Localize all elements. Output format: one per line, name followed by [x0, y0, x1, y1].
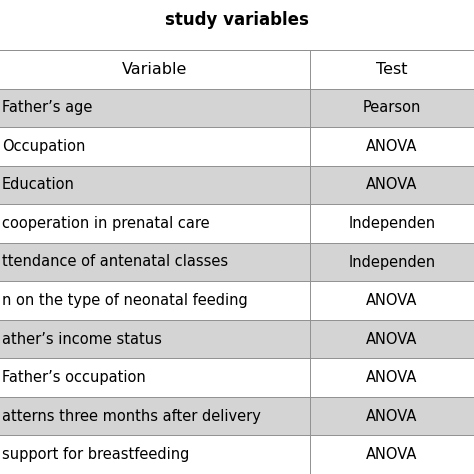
Text: cooperation in prenatal care: cooperation in prenatal care — [2, 216, 210, 231]
Bar — [0, 397, 474, 436]
Text: study variables: study variables — [165, 11, 309, 29]
Text: ANOVA: ANOVA — [366, 293, 418, 308]
Text: Test: Test — [376, 62, 408, 77]
Text: ANOVA: ANOVA — [366, 370, 418, 385]
Bar — [0, 436, 474, 474]
Text: support for breastfeeding: support for breastfeeding — [2, 447, 190, 462]
Text: Independen: Independen — [348, 255, 436, 270]
Bar — [0, 281, 474, 320]
Text: Education: Education — [2, 177, 75, 192]
Text: atterns three months after delivery: atterns three months after delivery — [2, 409, 261, 424]
Text: Variable: Variable — [122, 62, 188, 77]
Bar — [0, 358, 474, 397]
Text: ANOVA: ANOVA — [366, 447, 418, 462]
Bar — [0, 320, 474, 358]
Bar — [0, 204, 474, 243]
Bar — [0, 165, 474, 204]
Text: Independen: Independen — [348, 216, 436, 231]
Bar — [0, 127, 474, 165]
Text: Occupation: Occupation — [2, 139, 85, 154]
Bar — [0, 89, 474, 127]
Text: ttendance of antenatal classes: ttendance of antenatal classes — [2, 255, 228, 270]
Bar — [0, 243, 474, 281]
Text: Father’s occupation: Father’s occupation — [2, 370, 146, 385]
Text: ANOVA: ANOVA — [366, 177, 418, 192]
Text: ANOVA: ANOVA — [366, 332, 418, 346]
Bar — [0, 50, 474, 89]
Text: Pearson: Pearson — [363, 100, 421, 115]
Text: ANOVA: ANOVA — [366, 139, 418, 154]
Text: n on the type of neonatal feeding: n on the type of neonatal feeding — [2, 293, 248, 308]
Text: ANOVA: ANOVA — [366, 409, 418, 424]
Text: Father’s age: Father’s age — [2, 100, 92, 115]
Text: ather’s income status: ather’s income status — [2, 332, 162, 346]
